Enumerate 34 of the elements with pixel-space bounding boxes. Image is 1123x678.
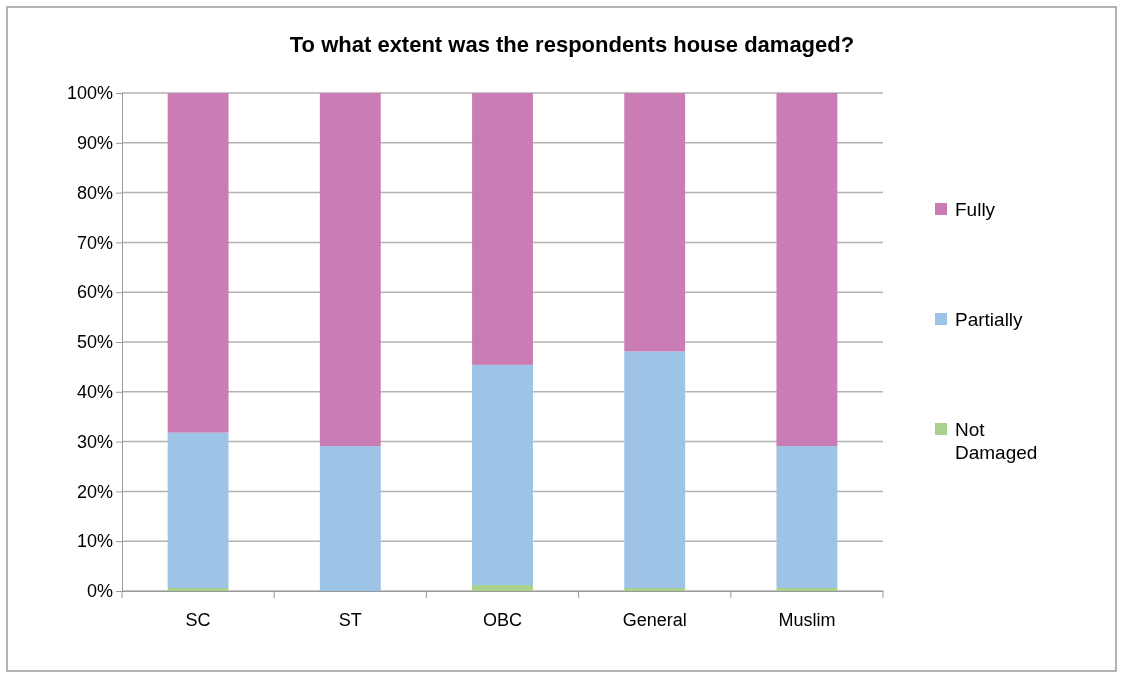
bar [624,351,686,589]
y-tick-label: 30% [76,431,113,452]
x-tick-label: Muslim [778,609,836,630]
x-tick-label: ST [338,609,362,630]
y-tick-label: 20% [76,481,113,502]
bar [776,446,838,589]
y-tick-label: 70% [76,232,113,253]
y-tick-label: 0% [86,581,113,602]
bar [776,588,838,591]
y-tick-label: 100% [66,83,113,104]
legend-label: Partially [955,309,1024,330]
bar [319,93,381,447]
x-tick-label: OBC [482,609,523,630]
bar [167,93,229,433]
bar [472,364,533,586]
bar [624,588,686,591]
bar [167,588,229,591]
y-tick-label: 10% [76,531,113,552]
bar [472,93,533,365]
bar [167,432,229,589]
y-tick-label: 50% [76,332,113,353]
bar [776,93,838,447]
x-tick-label: General [622,609,687,630]
bar [472,585,533,591]
y-tick-label: 60% [76,282,113,303]
legend-label: Not Damaged [955,419,1038,463]
y-tick-label: 40% [76,382,113,403]
bar [624,93,686,352]
x-tick-label: SC [185,609,211,630]
bar [319,446,381,591]
y-tick-label: 80% [76,182,113,203]
legend-label: Fully [955,199,996,220]
y-tick-label: 90% [76,133,113,154]
chart-title: To what extent was the respondents house damaged? [289,32,855,57]
